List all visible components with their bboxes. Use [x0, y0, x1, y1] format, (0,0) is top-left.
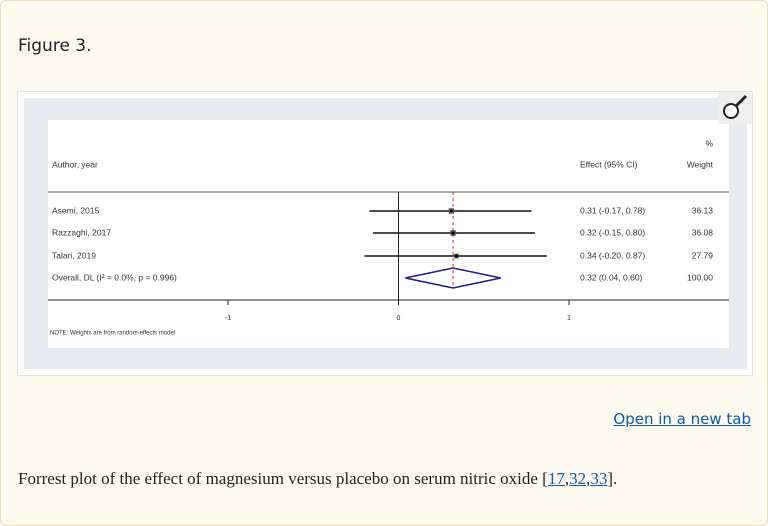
study-label: Asemi, 2015	[52, 205, 100, 215]
magnifier[interactable]	[718, 92, 752, 124]
weight-label: 100.00	[687, 272, 713, 282]
column-header: Effect (95% CI)	[580, 159, 638, 169]
zoom-lens[interactable]	[723, 103, 739, 119]
effect-label: 0.32 (0.04, 0.60)	[580, 272, 643, 282]
effect-label: 0.32 (-0.15, 0.80)	[580, 227, 645, 237]
chart: Author, year Effect (95% CI)% Weight Asemi,…	[24, 92, 752, 369]
note: NOTE: Weights are from random-effects mo…	[50, 331, 175, 337]
overall-label: Overall, DL (I² = 0.0%, p = 0.996)	[52, 272, 177, 282]
point-estimate	[454, 254, 458, 258]
x-tick-label: 0	[397, 315, 401, 322]
figure: Author, year Effect (95% CI)% Weight Asemi,…	[17, 91, 753, 376]
column-header: Author, year	[52, 159, 98, 169]
caption: Forrest plot of the effect of magnesium …	[18, 469, 617, 489]
x-tick-label: 1	[567, 315, 571, 322]
open-new-tab-link[interactable]: Open in a new tab	[613, 410, 751, 428]
weight-label: 27.79	[692, 250, 714, 260]
weight-label: 36.08	[692, 227, 714, 237]
reference-link[interactable]: 17	[547, 469, 565, 488]
effect-label: 0.31 (-0.17, 0.78)	[580, 205, 645, 215]
column-header: %	[705, 138, 713, 148]
weight-label: 36.13	[692, 205, 714, 215]
point-estimate	[449, 209, 453, 213]
caption-text: Forrest plot of the effect of magnesium …	[18, 469, 548, 488]
x-tick-label: -1	[225, 315, 231, 322]
ref-separator: ,	[586, 469, 591, 488]
caption-end: ].	[607, 469, 618, 488]
zoom-handle[interactable]	[734, 94, 748, 108]
column-header: Weight	[687, 159, 714, 169]
ref-separator: ,	[564, 469, 570, 488]
plot-area	[48, 120, 729, 348]
reference-link[interactable]: 33	[590, 469, 608, 488]
point-estimate	[451, 231, 455, 235]
study-label: Talari, 2019	[52, 250, 96, 260]
effect-label: 0.34 (-0.20, 0.87)	[580, 250, 645, 260]
study-label: Razzaghi, 2017	[52, 227, 111, 237]
reference-link[interactable]: 32	[569, 469, 587, 488]
figure-label: Figure 3.	[18, 36, 92, 56]
overall-diamond	[405, 267, 501, 289]
